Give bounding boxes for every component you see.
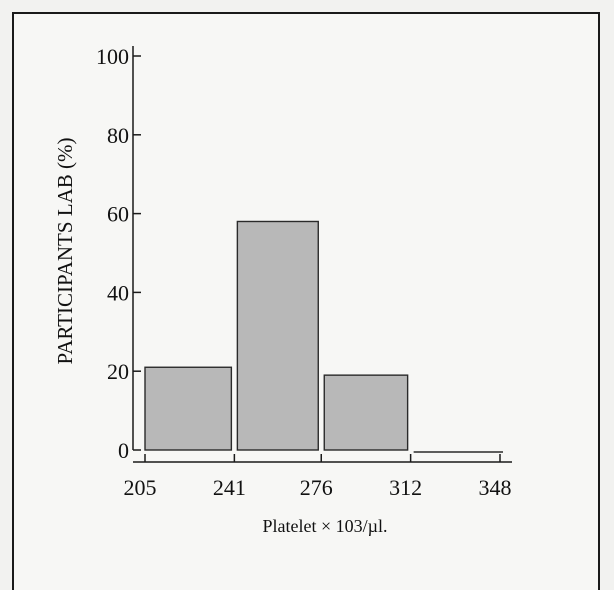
axes-group [132, 46, 512, 463]
y-tick-label: 20 [107, 359, 129, 384]
y-tick-label: 80 [107, 123, 129, 148]
bars-group [144, 220, 503, 453]
y-tick-label: 0 [118, 438, 129, 463]
x-tick-label: 276 [300, 475, 333, 500]
y-tick-label: 100 [96, 44, 129, 69]
x-axis-label: Platelet × 103/µl. [262, 516, 387, 536]
y-tick-label: 60 [107, 202, 129, 227]
y-axis-label: PARTICIPANTS LAB (%) [53, 137, 77, 364]
histogram-bar [236, 220, 319, 451]
x-tick-label: 241 [213, 475, 246, 500]
x-tick-label: 205 [124, 475, 157, 500]
x-ticks-group: 205 241 276 312 348 [124, 454, 512, 500]
x-tick-label: 312 [389, 475, 422, 500]
histogram-bar [323, 374, 409, 451]
histogram-bar [144, 366, 233, 451]
x-tick-label: 348 [479, 475, 512, 500]
y-ticks-group: 0 20 40 60 80 100 [96, 44, 141, 463]
y-tick-label: 40 [107, 280, 129, 305]
